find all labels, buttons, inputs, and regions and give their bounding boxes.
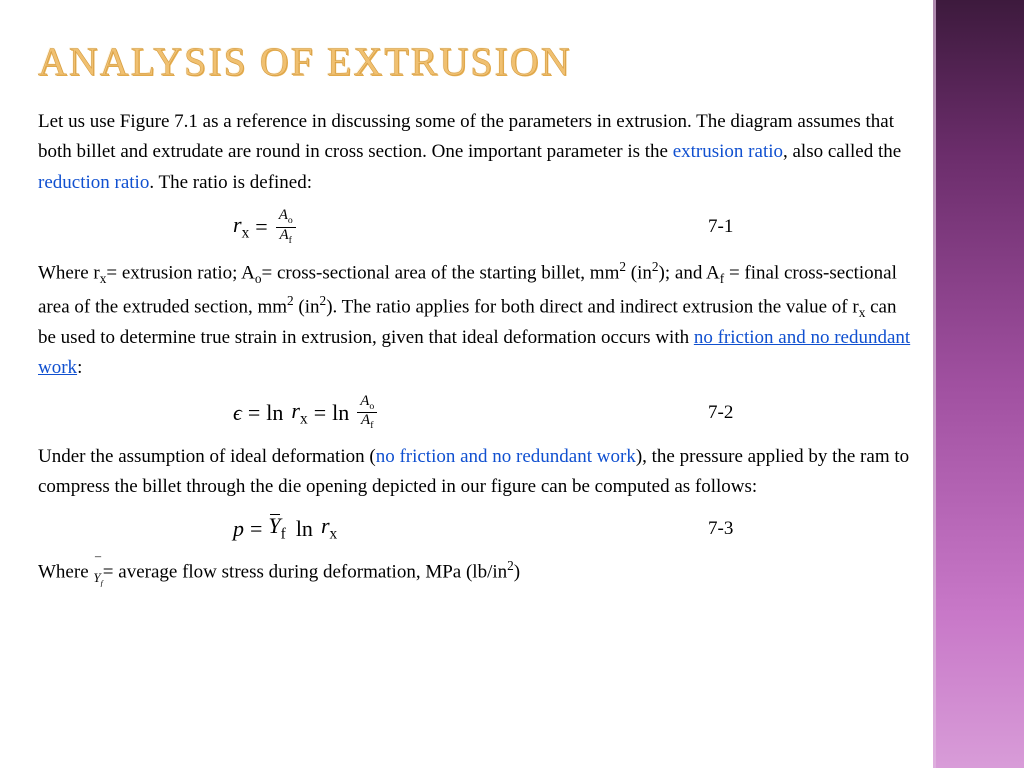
- var-r: r: [321, 513, 330, 538]
- sub-o: o: [288, 215, 293, 226]
- var-A: A: [279, 207, 288, 223]
- var-epsilon: ϵ: [233, 400, 242, 426]
- pressure-paragraph: Under the assumption of ideal deformatio…: [38, 442, 918, 503]
- fraction: Ao Af: [357, 394, 377, 431]
- equation-number: 7-2: [708, 402, 733, 424]
- equation-number: 7-1: [708, 216, 733, 238]
- equation-7-2: ϵ = ln rx = ln Ao Af 7-2: [38, 390, 918, 436]
- var-r: r: [233, 212, 242, 237]
- text: = average flow stress during deformation…: [103, 561, 507, 582]
- term-reduction-ratio: reduction ratio: [38, 172, 149, 193]
- text: = extrusion ratio; A: [106, 263, 254, 284]
- text: ): [514, 561, 520, 582]
- intro-paragraph: Let us use Figure 7.1 as a reference in …: [38, 107, 918, 198]
- text: (in: [294, 296, 320, 317]
- sub-f: f: [289, 235, 292, 246]
- equation-7-1: rx = Ao Af 7-1: [38, 204, 918, 250]
- term-no-friction: no friction and no redundant work: [376, 446, 636, 467]
- definition-paragraph: Where rx= extrusion ratio; Ao= cross-sec…: [38, 256, 918, 384]
- equation-7-3: p = Yf ln rx 7-3: [38, 509, 918, 549]
- equals: =: [255, 214, 267, 240]
- text: (in: [626, 263, 652, 284]
- where-paragraph: Where ‾Yf= average flow stress during de…: [38, 555, 918, 588]
- fraction: Ao Af: [276, 208, 296, 245]
- equals: =: [250, 516, 262, 542]
- equation-body: ϵ = ln rx = ln Ao Af: [233, 394, 379, 431]
- equation-number: 7-3: [708, 518, 733, 540]
- ln: ln: [332, 400, 349, 426]
- sup: 2: [287, 293, 294, 308]
- equals: =: [314, 400, 326, 426]
- sub-x: x: [242, 224, 250, 241]
- sub-x: x: [330, 526, 338, 543]
- ln: ln: [296, 516, 313, 542]
- text: :: [77, 357, 82, 378]
- var-p: p: [233, 516, 244, 542]
- text: ); and A: [659, 263, 720, 284]
- term-extrusion-ratio: extrusion ratio: [673, 141, 783, 162]
- sup: 2: [652, 259, 659, 274]
- side-gradient-stripe: [934, 0, 1024, 768]
- text: = cross-sectional area of the starting b…: [261, 263, 619, 284]
- text: , also called the: [783, 141, 901, 162]
- equation-body: rx = Ao Af: [233, 208, 298, 245]
- sub-f: f: [370, 420, 373, 431]
- text: ). The ratio applies for both direct and…: [326, 296, 859, 317]
- text: Where: [38, 561, 93, 582]
- equals: =: [248, 400, 260, 426]
- text: . The ratio is defined:: [149, 172, 312, 193]
- sub-f: f: [281, 526, 286, 543]
- text: Where r: [38, 263, 100, 284]
- var-Ybar-small: ‾Yf: [93, 558, 102, 587]
- sub-x: x: [300, 410, 308, 427]
- slide-title: ANALYSIS OF EXTRUSION: [38, 38, 918, 85]
- var-r: r: [291, 398, 300, 423]
- var-A: A: [280, 227, 289, 243]
- slide-content: ANALYSIS OF EXTRUSION Let us use Figure …: [38, 38, 918, 591]
- var-A: A: [361, 412, 370, 428]
- var-Ybar: Yf: [268, 513, 285, 543]
- sub-o: o: [369, 401, 374, 412]
- ln: ln: [266, 400, 283, 426]
- equation-body: p = Yf ln rx: [233, 513, 337, 543]
- text: Under the assumption of ideal deformatio…: [38, 446, 376, 467]
- sup: 2: [507, 558, 514, 573]
